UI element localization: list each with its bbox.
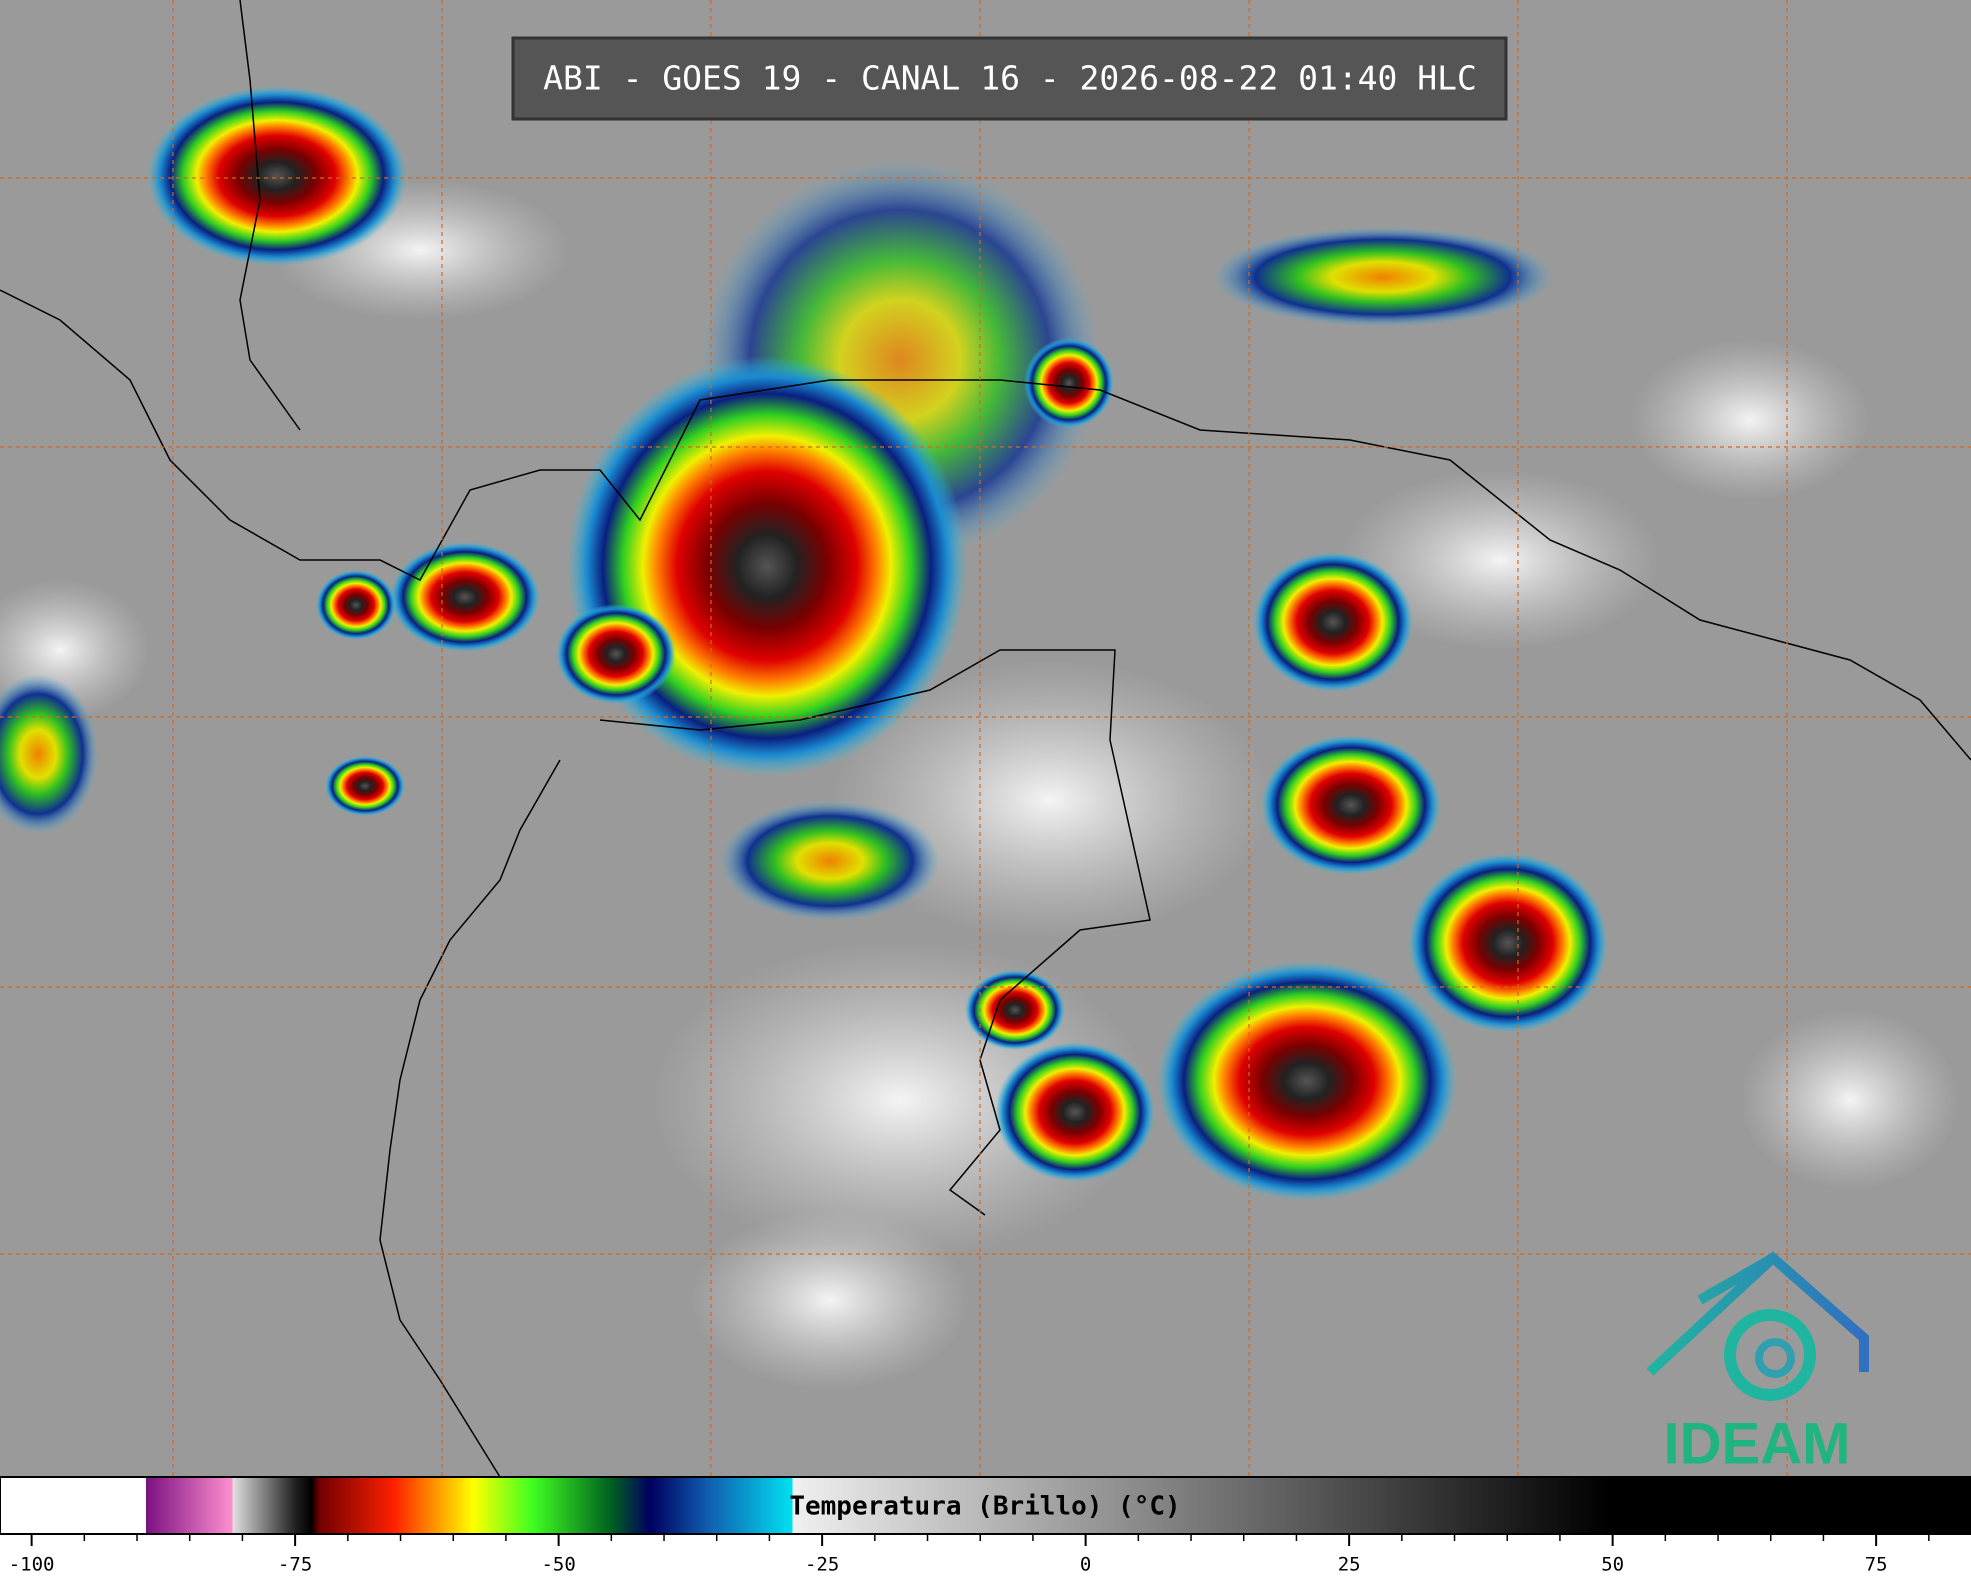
colorbar-tick-label: -25 xyxy=(805,1554,839,1576)
ideam-logo: IDEAM xyxy=(1646,1251,1869,1476)
colorbar-tick-label: 25 xyxy=(1338,1554,1361,1576)
colorbar-tick-label: 50 xyxy=(1601,1554,1624,1576)
storms xyxy=(0,86,1608,1201)
colorbar-tick-label: 0 xyxy=(1080,1554,1091,1576)
colorbar-tick-label: 75 xyxy=(1865,1554,1888,1576)
title-box xyxy=(511,36,1508,121)
colorbar-tick-label: -75 xyxy=(278,1554,312,1576)
borders xyxy=(0,0,1971,1478)
lat-lon-grid xyxy=(0,0,1971,1477)
colorbar-ticks: -100 -75 -50 -25 0 25 50 75 xyxy=(9,1534,1930,1576)
logo-text: IDEAM xyxy=(1664,1411,1851,1476)
colorbar-label: Temperatura (Brillo) (°C) xyxy=(789,1492,1180,1522)
colorbar xyxy=(0,1476,1971,1535)
colorbar-tick-label: -100 xyxy=(9,1554,55,1576)
title: ABI - GOES 19 - CANAL 16 - 2026-08-22 01… xyxy=(543,59,1477,98)
colorbar-tick-label: -50 xyxy=(541,1554,575,1576)
